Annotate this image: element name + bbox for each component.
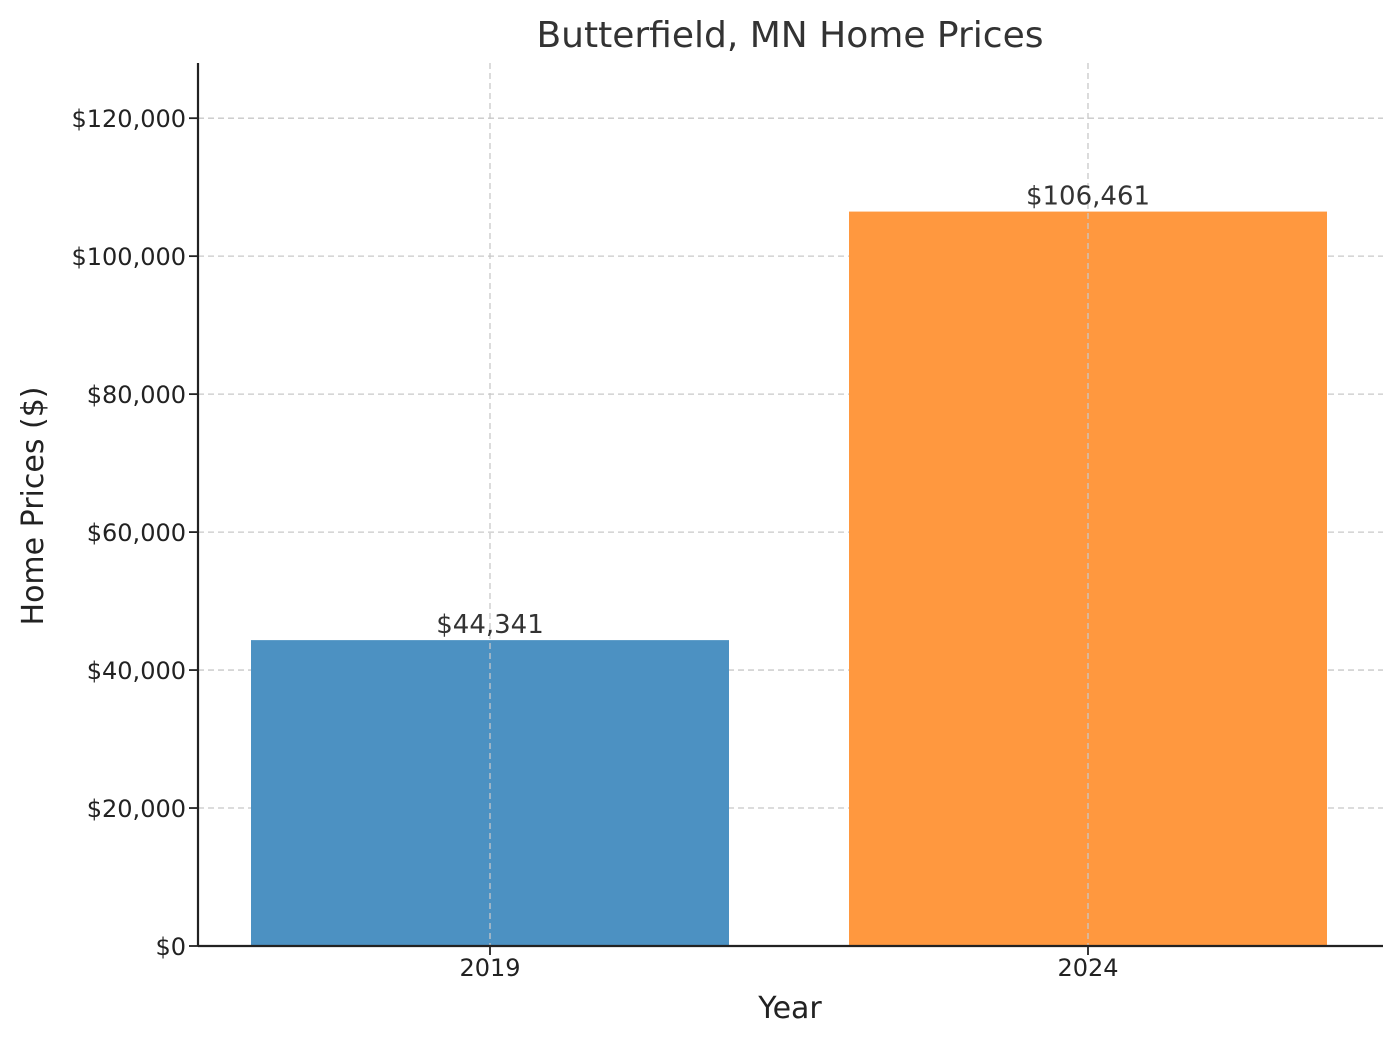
y-tick-label: $120,000 (71, 105, 186, 133)
y-tick-label: $20,000 (87, 795, 186, 823)
axes: $0 $20,000 $40,000 $60,000 $80,000 $100,000 $1… (71, 63, 1383, 982)
y-tick-label: $60,000 (87, 519, 186, 547)
chart-title: Butterfield, MN Home Prices (536, 15, 1043, 56)
x-axis-label: Year (757, 991, 822, 1026)
y-axis-label: Home Prices ($) (16, 387, 51, 626)
y-tick-label: $100,000 (71, 243, 186, 271)
y-tick-label: $40,000 (87, 657, 186, 685)
y-tick-label: $0 (155, 933, 186, 961)
bar-value-label: $44,341 (436, 610, 544, 640)
grid-lines (198, 117, 1383, 809)
y-tick-label: $80,000 (87, 381, 186, 409)
data-labels: $44,341 $106,461 (436, 182, 1150, 641)
x-tick-label: 2019 (459, 954, 520, 982)
bar-value-label: $106,461 (1026, 182, 1150, 212)
x-tick-label: 2024 (1057, 954, 1118, 982)
vertical-grid-lines (489, 63, 1089, 946)
